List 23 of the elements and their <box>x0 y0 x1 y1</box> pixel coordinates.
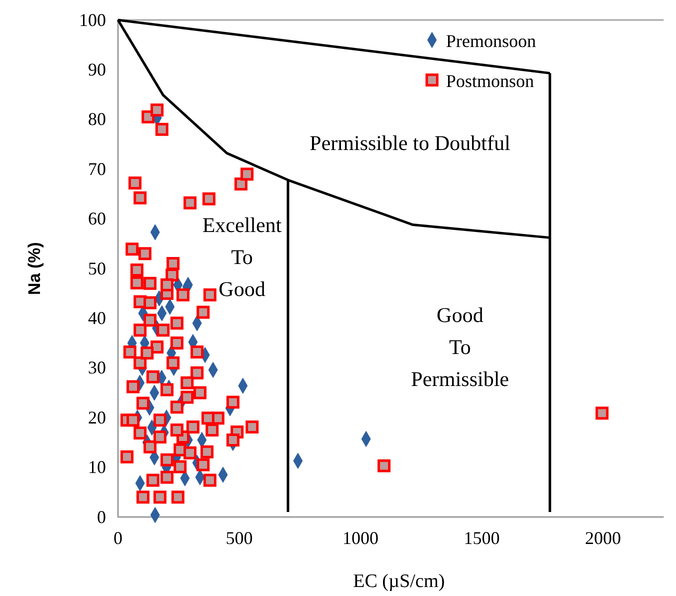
x-tick-label: 0 <box>114 528 122 548</box>
y-tick-label: 70 <box>88 158 106 179</box>
y-tick-label: 20 <box>88 407 106 428</box>
annotation: Permissible to Doubtful <box>310 131 510 155</box>
y-tick-label: 10 <box>88 457 106 478</box>
x-tick-label: 1000 <box>342 528 378 548</box>
x-tick-label: 1500 <box>464 528 500 548</box>
x-axis-title: EC (µS/cm) <box>353 571 445 592</box>
y-tick-label: 100 <box>79 10 106 30</box>
x-tick-label: 500 <box>226 528 253 548</box>
y-tick-label: 0 <box>97 506 106 527</box>
y-tick-label: 30 <box>88 358 106 378</box>
y-tick-label: 90 <box>88 59 106 80</box>
y-axis-title: Na (%) <box>25 242 44 295</box>
legend-label: Premonsoon <box>446 31 536 51</box>
y-tick-label: 50 <box>88 258 106 278</box>
annotation: Good To Permissible <box>411 303 509 391</box>
y-tick-label: 40 <box>88 308 106 328</box>
y-tick-label: 80 <box>88 109 106 130</box>
legend-label: Postmonson <box>446 71 534 91</box>
x-tick-label: 2000 <box>585 528 621 548</box>
y-tick-label: 60 <box>88 208 106 229</box>
annotation: Excellent To Good <box>202 213 282 301</box>
